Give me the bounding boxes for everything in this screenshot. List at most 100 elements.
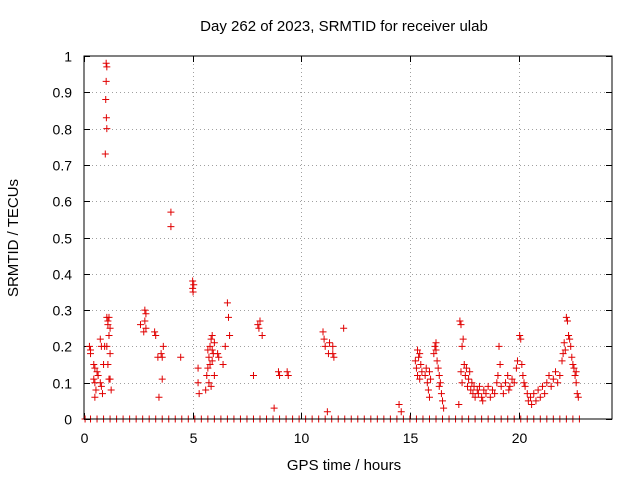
data-point-marker <box>440 404 448 412</box>
data-point-marker <box>521 382 529 390</box>
data-point-marker <box>87 350 95 358</box>
data-point-marker <box>478 393 486 401</box>
data-point-marker <box>471 393 479 401</box>
data-point-marker <box>93 368 101 376</box>
data-point-marker <box>421 371 429 379</box>
data-point-marker <box>207 335 215 343</box>
data-point-marker <box>513 357 521 365</box>
data-point-marker <box>255 324 263 332</box>
data-point-marker <box>538 382 546 390</box>
data-point-marker <box>512 364 520 372</box>
data-point-marker <box>97 382 105 390</box>
data-point-marker <box>519 371 527 379</box>
data-point-marker <box>486 393 494 401</box>
data-point-marker <box>496 361 504 369</box>
y-axis-label: SRMTID / TECUs <box>5 179 22 297</box>
data-point-marker <box>461 371 469 379</box>
data-point-marker <box>412 364 420 372</box>
data-point-marker <box>532 397 540 405</box>
data-point-marker <box>458 342 466 350</box>
data-point-marker <box>434 364 442 372</box>
x-tick-label: 20 <box>512 430 528 446</box>
y-tick-label: 0 <box>64 412 72 428</box>
data-point-marker <box>91 393 99 401</box>
grid-lines <box>84 56 612 419</box>
data-point-marker <box>158 375 166 383</box>
data-point-marker <box>151 328 159 336</box>
data-point-marker <box>563 317 571 325</box>
data-point-marker <box>195 390 203 398</box>
data-point-marker <box>430 350 438 358</box>
y-tick-label: 0.1 <box>53 376 73 392</box>
data-point-marker <box>103 125 111 133</box>
data-point-marker <box>283 368 291 376</box>
data-point-marker <box>435 371 443 379</box>
data-point-marker <box>436 379 444 387</box>
data-point-marker <box>203 371 211 379</box>
data-point-marker <box>98 390 106 398</box>
data-point-marker <box>254 321 262 329</box>
data-point-marker <box>466 368 474 376</box>
data-point-marker <box>574 393 582 401</box>
data-point-marker <box>432 346 440 354</box>
data-point-marker <box>505 386 513 394</box>
x-tick-label: 10 <box>294 430 310 446</box>
data-point-marker <box>508 375 516 383</box>
data-point-marker <box>549 375 557 383</box>
y-tick-label: 0.5 <box>53 231 73 247</box>
data-point-marker <box>141 317 149 325</box>
data-point-marker <box>189 288 197 296</box>
chart-title: Day 262 of 2023, SRMTID for receiver ula… <box>200 18 488 35</box>
data-point-marker <box>204 346 212 354</box>
data-point-marker <box>437 390 445 398</box>
data-point-marker <box>206 361 214 369</box>
data-point-marker <box>340 324 348 332</box>
data-point-marker <box>96 335 104 343</box>
data-point-marker <box>541 390 549 398</box>
plot-frame <box>83 55 613 420</box>
data-point-marker <box>167 208 175 216</box>
data-point-marker <box>210 339 218 347</box>
data-point-marker <box>94 371 102 379</box>
data-point-marker <box>329 342 337 350</box>
data-point-marker <box>152 332 160 340</box>
data-point-marker <box>276 371 284 379</box>
data-point-marker <box>484 382 492 390</box>
data-point-marker <box>435 382 443 390</box>
data-point-marker <box>96 379 104 387</box>
data-point-marker <box>464 382 472 390</box>
data-point-marker <box>456 317 464 325</box>
data-point-marker <box>189 277 197 285</box>
data-point-marker <box>142 310 150 318</box>
data-point-marker <box>256 317 264 325</box>
x-tick-label: 15 <box>403 430 419 446</box>
x-tick-labels: 0 5 10 15 20 <box>81 430 528 446</box>
data-point-marker <box>569 361 577 369</box>
data-point-marker <box>140 328 148 336</box>
data-point-marker <box>102 114 110 122</box>
data-point-marker <box>105 313 113 321</box>
data-point-marker <box>565 332 573 340</box>
data-point-marker <box>205 353 213 361</box>
data-point-marker <box>91 364 99 372</box>
data-point-marker <box>422 364 430 372</box>
data-point-marker <box>528 400 536 408</box>
data-point-marker <box>573 390 581 398</box>
data-point-marker <box>424 386 432 394</box>
data-point-marker <box>545 371 553 379</box>
data-point-marker <box>567 342 575 350</box>
data-point-marker <box>523 390 531 398</box>
data-point-marker <box>215 353 223 361</box>
data-point-marker <box>219 361 227 369</box>
data-point-marker <box>425 393 433 401</box>
y-tick-label: 0.9 <box>53 85 73 101</box>
data-point-marker <box>473 386 481 394</box>
data-point-marker <box>101 150 109 158</box>
data-point-marker <box>205 379 213 387</box>
data-point-marker <box>552 368 560 376</box>
data-point-marker <box>223 299 231 307</box>
data-point-marker <box>423 379 431 387</box>
data-point-marker <box>102 59 110 67</box>
x-tick-label: 0 <box>81 430 89 446</box>
